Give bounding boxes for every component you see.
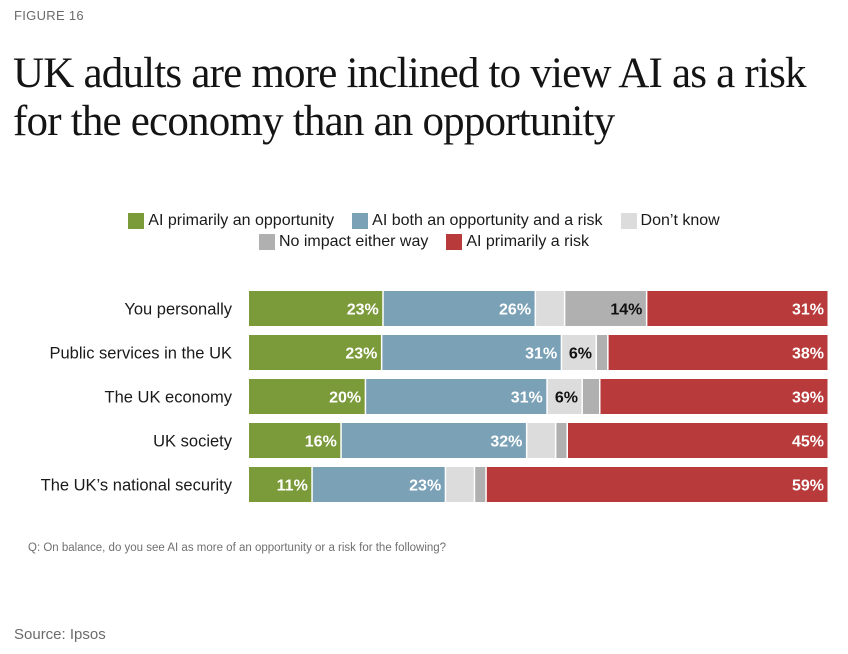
legend-label: Don’t know (640, 212, 720, 229)
category-label: The UK’s national security (41, 477, 233, 495)
bar-segment-both (382, 335, 561, 370)
data-label: 59% (792, 478, 824, 495)
bar-segment-dont-know (547, 379, 582, 414)
data-label: 45% (792, 434, 824, 451)
bar-segment-dont-know (562, 335, 596, 370)
bar-segment-opportunity (249, 335, 381, 370)
data-label: 31% (792, 302, 824, 319)
bar-segment-no-impact (475, 467, 486, 502)
bar-segment-no-impact (597, 335, 608, 370)
bar-segment-both (341, 423, 526, 458)
legend-item-dont-know: Don’t know (620, 212, 720, 230)
data-label: 31% (511, 390, 543, 407)
data-label: 6% (569, 346, 592, 363)
survey-question: Q: On balance, do you see AI as more of … (28, 542, 447, 554)
figure-label: FIGURE 16 (14, 8, 84, 23)
bar-segment-both (366, 379, 547, 414)
bar-segment-dont-know (446, 467, 474, 502)
legend-swatch (128, 213, 145, 229)
data-label: 20% (329, 390, 361, 407)
data-label: 23% (409, 478, 441, 495)
data-label: 16% (305, 434, 337, 451)
legend-swatch (446, 234, 463, 250)
data-label: 11% (277, 478, 308, 495)
bar-segment-risk (568, 423, 828, 458)
category-label: Public services in the UK (50, 345, 233, 363)
bar-segment-both (312, 467, 445, 502)
legend-item-both: AI both an opportunity and a risk (352, 212, 603, 230)
legend-label: AI both an opportunity and a risk (372, 212, 603, 229)
data-label: 23% (345, 346, 377, 363)
data-label: 32% (490, 434, 522, 451)
bar-segment-opportunity (249, 291, 383, 326)
data-label: 23% (347, 302, 379, 319)
bar-segment-both (383, 291, 535, 326)
bar-segment-risk (647, 291, 828, 326)
category-label: UK society (153, 433, 233, 451)
bar-segment-opportunity (249, 467, 312, 502)
bar-segment-dont-know (527, 423, 555, 458)
bar-segment-opportunity (249, 379, 365, 414)
legend-label: AI primarily an opportunity (148, 212, 335, 229)
bar-segment-risk (600, 379, 828, 414)
bar-segment-dont-know (536, 291, 564, 326)
source-note: Source: Ipsos (14, 626, 106, 643)
data-label: 31% (525, 346, 557, 363)
bar-segment-no-impact (565, 291, 646, 326)
legend-swatch (258, 234, 275, 250)
data-label: 38% (792, 346, 824, 363)
legend-item-opportunity: AI primarily an opportunity (128, 212, 334, 230)
bar-segment-risk (486, 467, 828, 502)
bar-segment-opportunity (249, 423, 341, 458)
bar-segment-no-impact (556, 423, 567, 458)
data-label: 39% (792, 390, 824, 407)
legend-item-no-impact: No impact either way (258, 233, 429, 251)
legend-swatch (620, 213, 637, 229)
data-label: 26% (499, 302, 531, 319)
legend-row-2: No impact either way AI primarily a risk (0, 233, 848, 251)
legend-label: No impact either way (278, 233, 429, 250)
data-label: 14% (610, 302, 642, 319)
legend-swatch (352, 213, 369, 229)
category-label: The UK economy (105, 389, 233, 407)
legend-row-1: AI primarily an opportunity AI both an op… (0, 212, 848, 230)
legend-item-risk: AI primarily a risk (446, 233, 589, 251)
bar-segment-no-impact (582, 379, 600, 414)
data-label: 6% (555, 390, 578, 407)
category-label: You personally (124, 301, 232, 319)
chart-title: UK adults are more inclined to view AI a… (13, 50, 807, 145)
bar-segment-risk (608, 335, 828, 370)
legend-label: AI primarily a risk (466, 233, 590, 250)
